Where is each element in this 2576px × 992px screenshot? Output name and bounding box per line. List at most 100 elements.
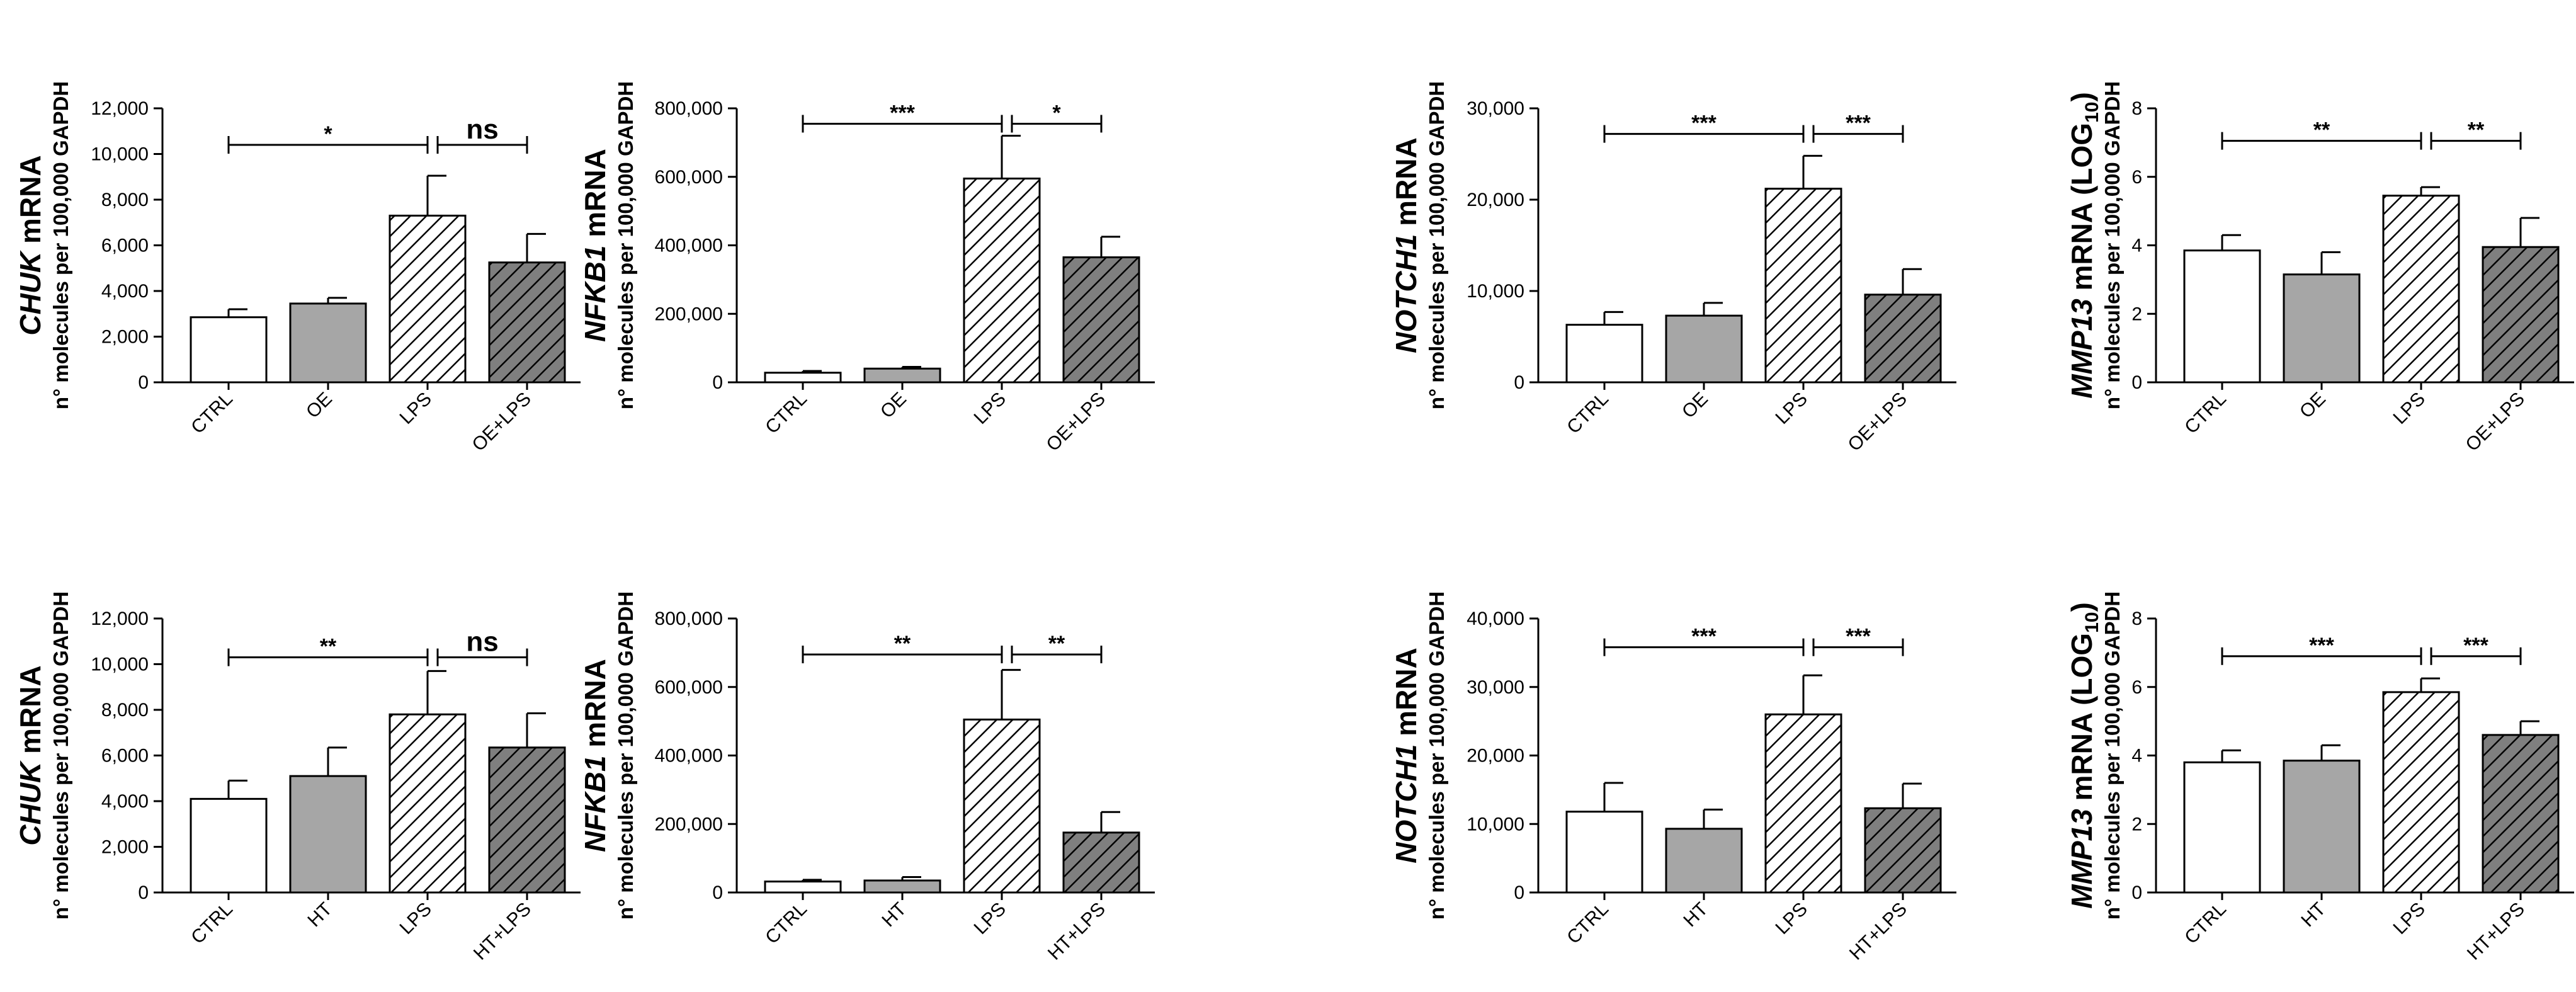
category-label: OE+LPS: [1844, 389, 1910, 455]
category-label: HT+LPS: [1044, 899, 1109, 964]
bar-lps: [389, 713, 467, 894]
chart-panel-notch1-1: 0 10,000 20,000 30,000 CTRL OE LPS OE+LPS *** ***…: [1390, 81, 1956, 455]
significance-label: ***: [1691, 111, 1716, 135]
bar-ht-plus-lps: [488, 746, 566, 894]
y-tick-label: 800,000: [655, 98, 723, 119]
category-label: CTRL: [761, 899, 811, 949]
y-axis-title: NOTCH1 mRNA: [1390, 647, 1422, 863]
category-label: OE+LPS: [2461, 389, 2528, 455]
y-axis-title: NOTCH1 mRNA: [1390, 137, 1422, 353]
y-axis-title-suffix: mRNA: [1390, 647, 1422, 744]
bar-lps: [963, 718, 1041, 894]
y-axis-title-suffix: mRNA: [579, 149, 611, 245]
y-tick-label: 800,000: [655, 608, 723, 629]
chart-panel-mmp13-1: 0 2 4 6 8 CTRL OE LPS OE+LPS ** ** MMP13 mRNA (LOG1…: [2065, 81, 2574, 455]
category-label: LPS: [970, 389, 1010, 428]
y-axis-title-close: ): [2065, 92, 2098, 101]
category-label: HT: [878, 899, 911, 932]
y-tick-label: 200,000: [655, 304, 723, 324]
bar-ht: [863, 879, 941, 894]
bar-lps: [963, 177, 1041, 384]
category-label: CTRL: [2181, 389, 2230, 438]
bar-ctrl: [2183, 249, 2261, 384]
y-tick-label: 6,000: [101, 746, 149, 767]
bar-ctrl: [1565, 811, 1643, 894]
y-axis-title-suffix: mRNA (LOG: [2065, 123, 2098, 299]
bar-ctrl: [1565, 324, 1643, 384]
y-axis-unit: n° molecules per 100,000 GAPDH: [614, 81, 637, 409]
category-label: HT: [1679, 899, 1712, 932]
significance-label: ***: [2463, 634, 2488, 658]
significance-label: ***: [2309, 634, 2334, 658]
bar-ctrl: [764, 881, 842, 894]
y-tick-label: 40,000: [1467, 608, 1524, 629]
y-tick-label: 2,000: [101, 327, 149, 348]
significance-label: *: [1052, 101, 1061, 125]
bar-ht: [1665, 828, 1743, 894]
significance-label: *: [324, 122, 332, 146]
category-label: CTRL: [2181, 899, 2230, 949]
category-label: LPS: [1772, 389, 1812, 428]
bar-lps: [2382, 195, 2460, 384]
y-axis-unit: n° molecules per 100,000 GAPDH: [614, 591, 637, 920]
y-axis-unit: n° molecules per 100,000 GAPDH: [49, 81, 72, 409]
y-axis-gene: CHUK: [14, 250, 47, 336]
y-tick-label: 0: [2131, 372, 2142, 393]
significance-label: **: [894, 632, 911, 656]
bar-ctrl: [764, 372, 842, 384]
y-axis-gene: NFKB1: [579, 246, 611, 342]
y-axis-gene: NFKB1: [579, 756, 611, 852]
y-tick-label: 0: [712, 882, 723, 903]
bar-ht-plus-lps: [2482, 734, 2560, 894]
significance-label: **: [2468, 118, 2485, 142]
significance-label: ***: [1846, 111, 1871, 135]
y-tick-label: 400,000: [655, 236, 723, 256]
bar-oe-plus-lps: [1864, 294, 1942, 384]
y-axis-gene: MMP13: [2065, 809, 2098, 909]
y-tick-label: 10,000: [1467, 814, 1524, 835]
significance-label: ***: [1846, 625, 1871, 649]
significance-label: ns: [466, 627, 498, 658]
y-tick-label: 8,000: [101, 700, 149, 721]
bar-lps: [2382, 691, 2460, 894]
significance-label: ***: [1691, 625, 1716, 649]
y-axis-title-close: ): [2065, 602, 2098, 612]
y-tick-label: 10,000: [1467, 281, 1524, 302]
category-label: HT+LPS: [470, 899, 535, 964]
category-label: HT: [304, 899, 336, 932]
category-label: LPS: [1772, 899, 1812, 938]
bar-ht: [289, 775, 367, 894]
y-axis-unit: n° molecules per 100,000 GAPDH: [1425, 81, 1448, 409]
chart-panel-nfkb1-2: 0 200,000 400,000 600,000 800,000 CTRL HT LPS HT…: [579, 591, 1155, 964]
y-tick-label: 8: [2131, 98, 2142, 119]
y-tick-label: 0: [138, 372, 149, 393]
bar-oe: [1665, 314, 1743, 384]
y-tick-label: 10,000: [91, 654, 149, 675]
y-tick-label: 30,000: [1467, 98, 1524, 119]
y-tick-label: 6,000: [101, 236, 149, 256]
category-label: LPS: [396, 389, 436, 428]
category-label: CTRL: [187, 389, 237, 438]
y-tick-label: 4,000: [101, 791, 149, 812]
y-axis-title: CHUK mRNA: [14, 155, 47, 335]
category-label: LPS: [2390, 899, 2429, 938]
chart-panel-nfkb1-1: 0 200,000 400,000 600,000 800,000 CTRL OE LPS OE…: [579, 81, 1155, 455]
y-axis-log-subscript: 10: [2082, 102, 2102, 123]
category-label: HT+LPS: [2463, 899, 2529, 964]
bar-ctrl: [190, 797, 268, 894]
y-axis-title: NFKB1 mRNA: [579, 659, 611, 852]
chart-panel-chuk-2: 0 2,000 4,000 6,000 8,000 10,000 12,000 CTRL HT L…: [14, 591, 581, 964]
y-axis-gene: NOTCH1: [1390, 234, 1422, 353]
y-tick-label: 600,000: [655, 167, 723, 188]
category-label: LPS: [970, 899, 1010, 938]
y-tick-label: 0: [712, 372, 723, 393]
y-axis-unit: n° molecules per 100,000 GAPDH: [49, 591, 72, 920]
bar-ctrl: [2183, 761, 2261, 894]
y-tick-label: 2: [2131, 814, 2142, 835]
y-axis-title-suffix: mRNA: [579, 659, 611, 755]
category-label: CTRL: [1563, 899, 1613, 949]
significance-label: **: [2313, 118, 2330, 142]
y-tick-label: 0: [138, 882, 149, 903]
category-label: HT: [2297, 899, 2330, 932]
